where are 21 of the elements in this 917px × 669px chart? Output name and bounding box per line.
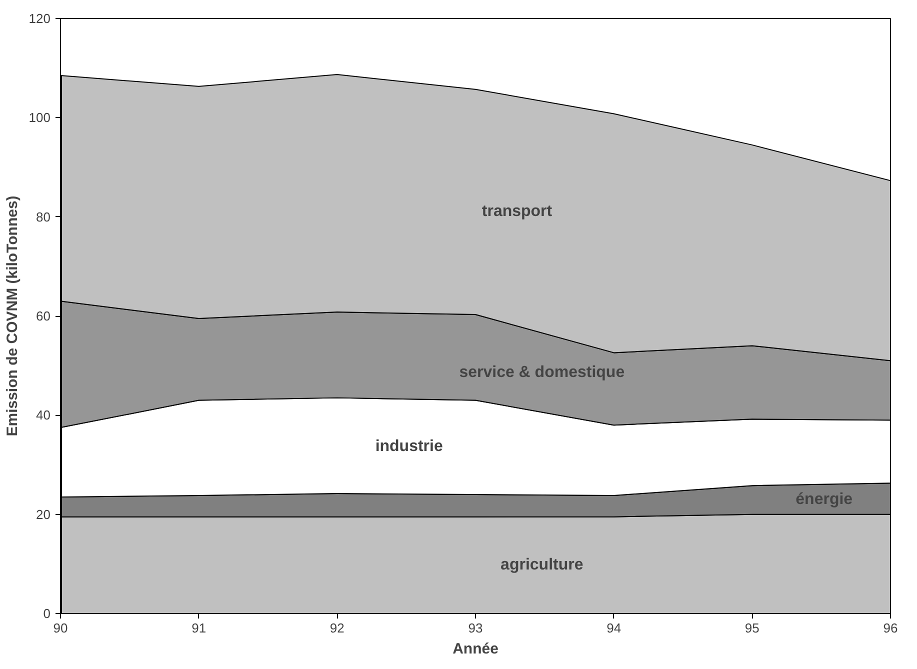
x-tick-label: 96 [883,620,898,636]
y-axis-title: Emission de COVNM (kiloTonnes) [4,196,21,436]
x-tick-label: 94 [606,620,622,636]
x-tick-label: 92 [330,620,344,636]
y-tick-label: 120 [28,11,51,26]
y-tick-label: 100 [28,110,51,126]
x-tick-label: 93 [468,620,483,636]
y-tick-label: 80 [36,209,51,224]
y-tick-label: 40 [36,408,51,423]
series-label: service & domestique [459,364,625,382]
y-tick-label: 20 [36,506,51,522]
series-label: transport [482,202,553,220]
y-tick-label: 60 [36,308,51,324]
x-tick-label: 95 [744,620,760,636]
series-label: agriculture [500,556,584,574]
series-label: énergie [796,490,853,508]
x-axis-title: Année [452,640,498,658]
series-label: industrie [375,438,443,456]
y-tick-label: 0 [43,606,51,621]
x-tick-label: 90 [53,620,68,636]
x-tick-label: 91 [192,620,206,636]
